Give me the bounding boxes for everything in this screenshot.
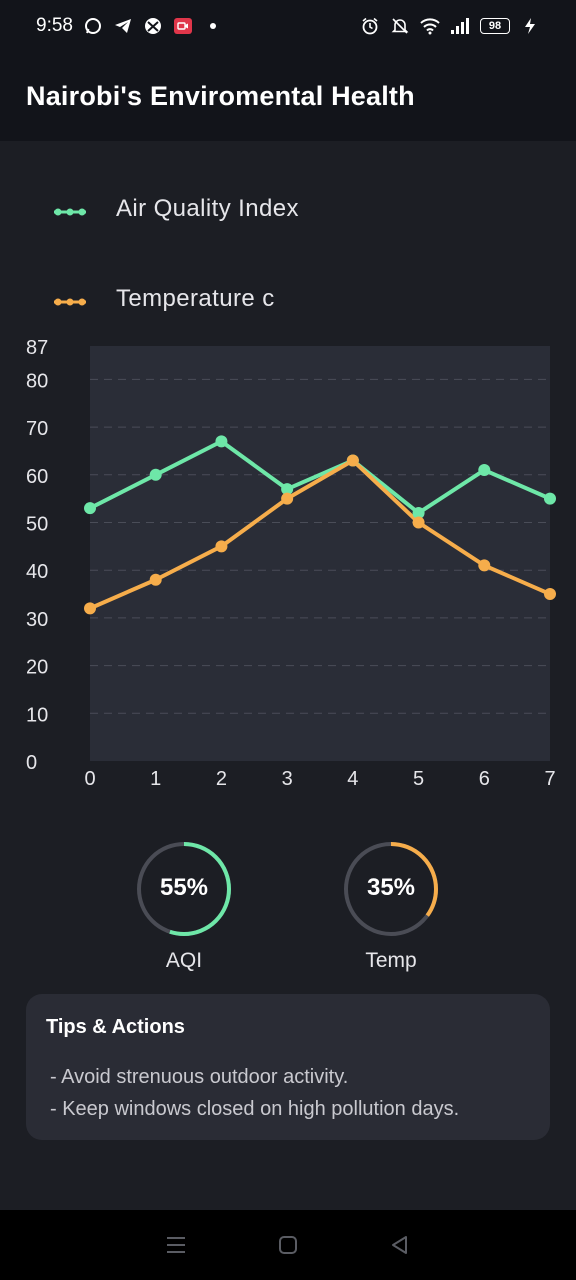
alarm-icon (360, 16, 380, 36)
status-left: 9:58 (36, 15, 223, 37)
whatsapp-icon (83, 16, 103, 36)
home-icon[interactable] (268, 1225, 308, 1265)
y-tick-label: 80 (26, 370, 48, 392)
y-tick-label: 87 (26, 337, 48, 359)
gauge-value: 55% (159, 874, 209, 901)
data-point (544, 588, 556, 601)
series-line (89, 439, 551, 515)
x-tick-label: 1 (150, 768, 161, 790)
telegram-icon (113, 16, 133, 36)
legend-label-aqi: Air Quality Index (116, 195, 299, 222)
data-point (215, 435, 228, 448)
data-point (478, 559, 491, 572)
data-point (478, 464, 491, 477)
gauge-ring (344, 842, 438, 936)
x-tick-label: 3 (282, 768, 293, 790)
data-point (149, 468, 162, 481)
back-icon[interactable] (380, 1225, 420, 1265)
y-tick-label: 30 (26, 609, 48, 631)
x-tick-label: 0 (84, 768, 95, 790)
status-bar: 9:58 98 (0, 0, 576, 52)
y-tick-label: 20 (26, 657, 48, 679)
data-point (149, 573, 162, 586)
wifi-icon (420, 16, 440, 36)
legend-marker-aqi (54, 204, 86, 216)
data-point (412, 516, 425, 529)
status-time: 9:58 (36, 15, 73, 36)
dot-icon (203, 16, 223, 36)
gauge-ring (137, 842, 231, 936)
x-tick-label: 4 (347, 768, 358, 790)
legend-label-temperature: Temperature c (116, 285, 275, 312)
data-point (281, 483, 294, 496)
series-line (89, 458, 551, 611)
status-right: 98 (360, 16, 540, 36)
gauge-label: AQI (165, 949, 203, 972)
charging-icon (520, 16, 540, 36)
data-point (215, 540, 228, 553)
legend-item-temperature: Temperature c (54, 285, 275, 313)
data-point (544, 492, 556, 505)
data-point (84, 602, 96, 615)
gauge-value: 35% (366, 874, 416, 901)
data-point (412, 506, 425, 519)
tips-card: Tips & Actions - Avoid strenuous outdoor… (26, 994, 550, 1140)
page-title: Nairobi's Enviromental Health (26, 81, 415, 111)
legend-marker-temperature (54, 294, 86, 306)
app-bar: Nairobi's Enviromental Health (0, 52, 576, 141)
xbox-icon (143, 16, 163, 36)
x-tick-label: 5 (413, 768, 424, 790)
y-tick-label: 0 (26, 752, 37, 774)
x-tick-label: 7 (544, 768, 555, 790)
mute-icon (390, 16, 410, 36)
legend-item-aqi: Air Quality Index (54, 195, 299, 223)
line-chart: 0 10 20 30 40 50 60 70 80 87 0 1 2 3 4 5 6 7 (26, 337, 556, 790)
tip-item: - Keep windows closed on high pollution … (50, 1098, 460, 1120)
record-icon (173, 16, 193, 36)
x-tick-label: 6 (479, 768, 490, 790)
menu-icon[interactable] (156, 1225, 196, 1265)
y-tick-label: 40 (26, 561, 48, 583)
y-tick-label: 10 (26, 704, 48, 726)
tips-title: Tips & Actions (46, 1016, 185, 1038)
x-tick-label: 2 (216, 768, 227, 790)
battery-icon: 98 (480, 18, 510, 34)
data-point (84, 502, 96, 515)
data-point (281, 492, 294, 505)
gauge-label: Temp (365, 949, 417, 972)
data-point (346, 454, 359, 467)
nav-bar (0, 1210, 576, 1280)
y-tick-label: 60 (26, 466, 48, 488)
signal-icon (450, 16, 470, 36)
plot-area (90, 346, 550, 761)
tip-item: - Avoid strenuous outdoor activity. (50, 1066, 349, 1088)
y-tick-label: 50 (26, 513, 48, 535)
y-tick-label: 70 (26, 418, 48, 440)
